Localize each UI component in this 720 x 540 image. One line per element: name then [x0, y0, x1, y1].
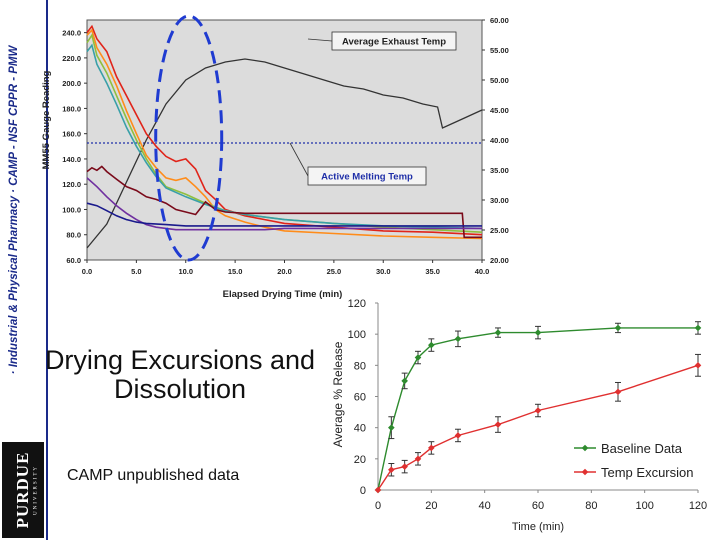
- y-tick-label: 160.0: [62, 130, 81, 139]
- series-line-temp-excursion: [377, 364, 699, 491]
- data-point: [428, 444, 435, 452]
- x-tick-label: 0.0: [82, 267, 92, 276]
- series-line-gauge-5: [86, 165, 482, 239]
- x-tick-label: 20: [425, 500, 437, 512]
- annotation-box: [331, 31, 457, 51]
- y-tick-label: 20: [354, 454, 366, 466]
- sidebar: · Industrial & Physical Pharmacy · CAMP …: [0, 0, 46, 540]
- x-tick-label: 15.0: [228, 267, 243, 276]
- y-tick-label: 180.0: [62, 104, 81, 113]
- data-point: [534, 329, 542, 336]
- x-tick-label: 30.0: [376, 267, 391, 276]
- y-axis-label: Average % Release: [331, 341, 345, 447]
- drying-chart: 60.0 80.0 100.0 120.0 140.0 160.0 180.0 200.0 22…: [41, 14, 509, 300]
- y-tick-label: 40: [354, 423, 366, 435]
- data-point: [614, 388, 622, 396]
- data-point: [454, 335, 462, 343]
- legend-marker: [581, 444, 589, 452]
- purdue-logo: PURDUE UNIVERSITY: [2, 442, 44, 538]
- annotation-melting-label: Active Melting Temp: [321, 172, 413, 183]
- x-tick-label: 25.0: [327, 267, 342, 276]
- y2-tick-label: 55.00: [490, 46, 509, 55]
- y-tick-label: 80: [354, 360, 366, 372]
- x-tick-label: 120: [689, 500, 707, 512]
- series-line-gauge-7: [86, 202, 482, 227]
- data-point: [494, 329, 502, 336]
- x-axis-label: Elapsed Drying Time (min): [223, 289, 343, 300]
- y-tick-label: 220.0: [62, 54, 81, 63]
- data-point: [388, 424, 395, 431]
- source-note: CAMP unpublished data: [67, 467, 240, 484]
- x-tick-label: 20.0: [277, 267, 292, 276]
- series-line-gauge-1: [86, 24, 483, 236]
- y2-tick-label: 35.00: [490, 166, 509, 175]
- sidebar-divider: [46, 0, 48, 540]
- sidebar-caption-text: · Industrial & Physical Pharmacy · CAMP …: [8, 45, 20, 375]
- x-tick-label: 100: [635, 500, 653, 512]
- y-tick-label: 240.0: [62, 29, 81, 38]
- x-tick-label: 60: [532, 500, 544, 512]
- data-point: [694, 324, 702, 332]
- highlight-ellipse: [154, 14, 224, 262]
- logo-subword: UNIVERSITY: [33, 465, 39, 515]
- slide-title: Drying Excursions and Dissolution: [44, 345, 316, 404]
- series-line-baseline-data: [377, 327, 698, 491]
- y-tick-label: 60: [354, 392, 366, 404]
- data-point: [534, 407, 542, 414]
- y2-tick-label: 25.00: [490, 226, 509, 235]
- data-point: [454, 432, 462, 439]
- x-tick-label: 0: [375, 500, 381, 512]
- x-tick-label: 80: [585, 500, 597, 512]
- y-tick-label: 120.0: [62, 180, 81, 189]
- y-tick-label: 100: [348, 329, 366, 341]
- legend-label: Baseline Data: [601, 441, 683, 456]
- data-point: [614, 324, 622, 332]
- annotation-leader: [289, 142, 309, 177]
- y2-tick-label: 45.00: [490, 106, 509, 115]
- series-line-gauge-2: [86, 28, 483, 240]
- y-tick-label: 0: [360, 485, 366, 497]
- annotation-leader: [307, 38, 333, 42]
- y2-tick-label: 60.00: [490, 16, 509, 25]
- x-tick-label: 10.0: [178, 267, 193, 276]
- x-axis-label: Time (min): [512, 521, 564, 533]
- y-tick-label: 120: [348, 298, 366, 310]
- data-point: [374, 486, 382, 494]
- series-line-gauge-4: [86, 43, 483, 230]
- x-tick-label: 40: [479, 500, 491, 512]
- data-point: [401, 377, 408, 385]
- legend-marker: [581, 468, 589, 476]
- y2-tick-label: 50.00: [490, 76, 509, 85]
- series-line-gauge-6: [86, 177, 482, 231]
- data-point: [494, 421, 502, 428]
- logo-word: PURDUE: [13, 451, 32, 529]
- x-tick-label: 40.0: [475, 267, 490, 276]
- y-tick-label: 140.0: [62, 155, 81, 164]
- y2-tick-label: 40.00: [490, 136, 509, 145]
- y2-tick-label: 30.00: [490, 196, 509, 205]
- y-tick-label: 200.0: [62, 79, 81, 88]
- y-axis-label: MM55 Gauge Reading: [41, 70, 52, 169]
- y-tick-label: 60.0: [66, 256, 81, 265]
- x-tick-label: 35.0: [425, 267, 440, 276]
- y-tick-label: 100.0: [62, 205, 81, 214]
- annotation-box: [307, 166, 427, 186]
- y2-tick-label: 20.00: [490, 256, 509, 265]
- data-point: [694, 362, 702, 369]
- annotation-exhaust-label: Average Exhaust Temp: [342, 37, 446, 48]
- data-point: [401, 463, 408, 470]
- data-point: [414, 455, 422, 463]
- data-point: [388, 466, 395, 474]
- series-line-average-exhaust-temp: [86, 58, 483, 249]
- sidebar-caption: · Industrial & Physical Pharmacy · CAMP …: [0, 0, 28, 420]
- dissolution-chart: 0 20 40 60 80 100 120 0 20 40 60 80 100 120 Baseline D…: [331, 298, 707, 533]
- y-tick-label: 80.0: [66, 231, 81, 240]
- legend-label: Temp Excursion: [601, 465, 693, 480]
- x-tick-label: 5.0: [131, 267, 141, 276]
